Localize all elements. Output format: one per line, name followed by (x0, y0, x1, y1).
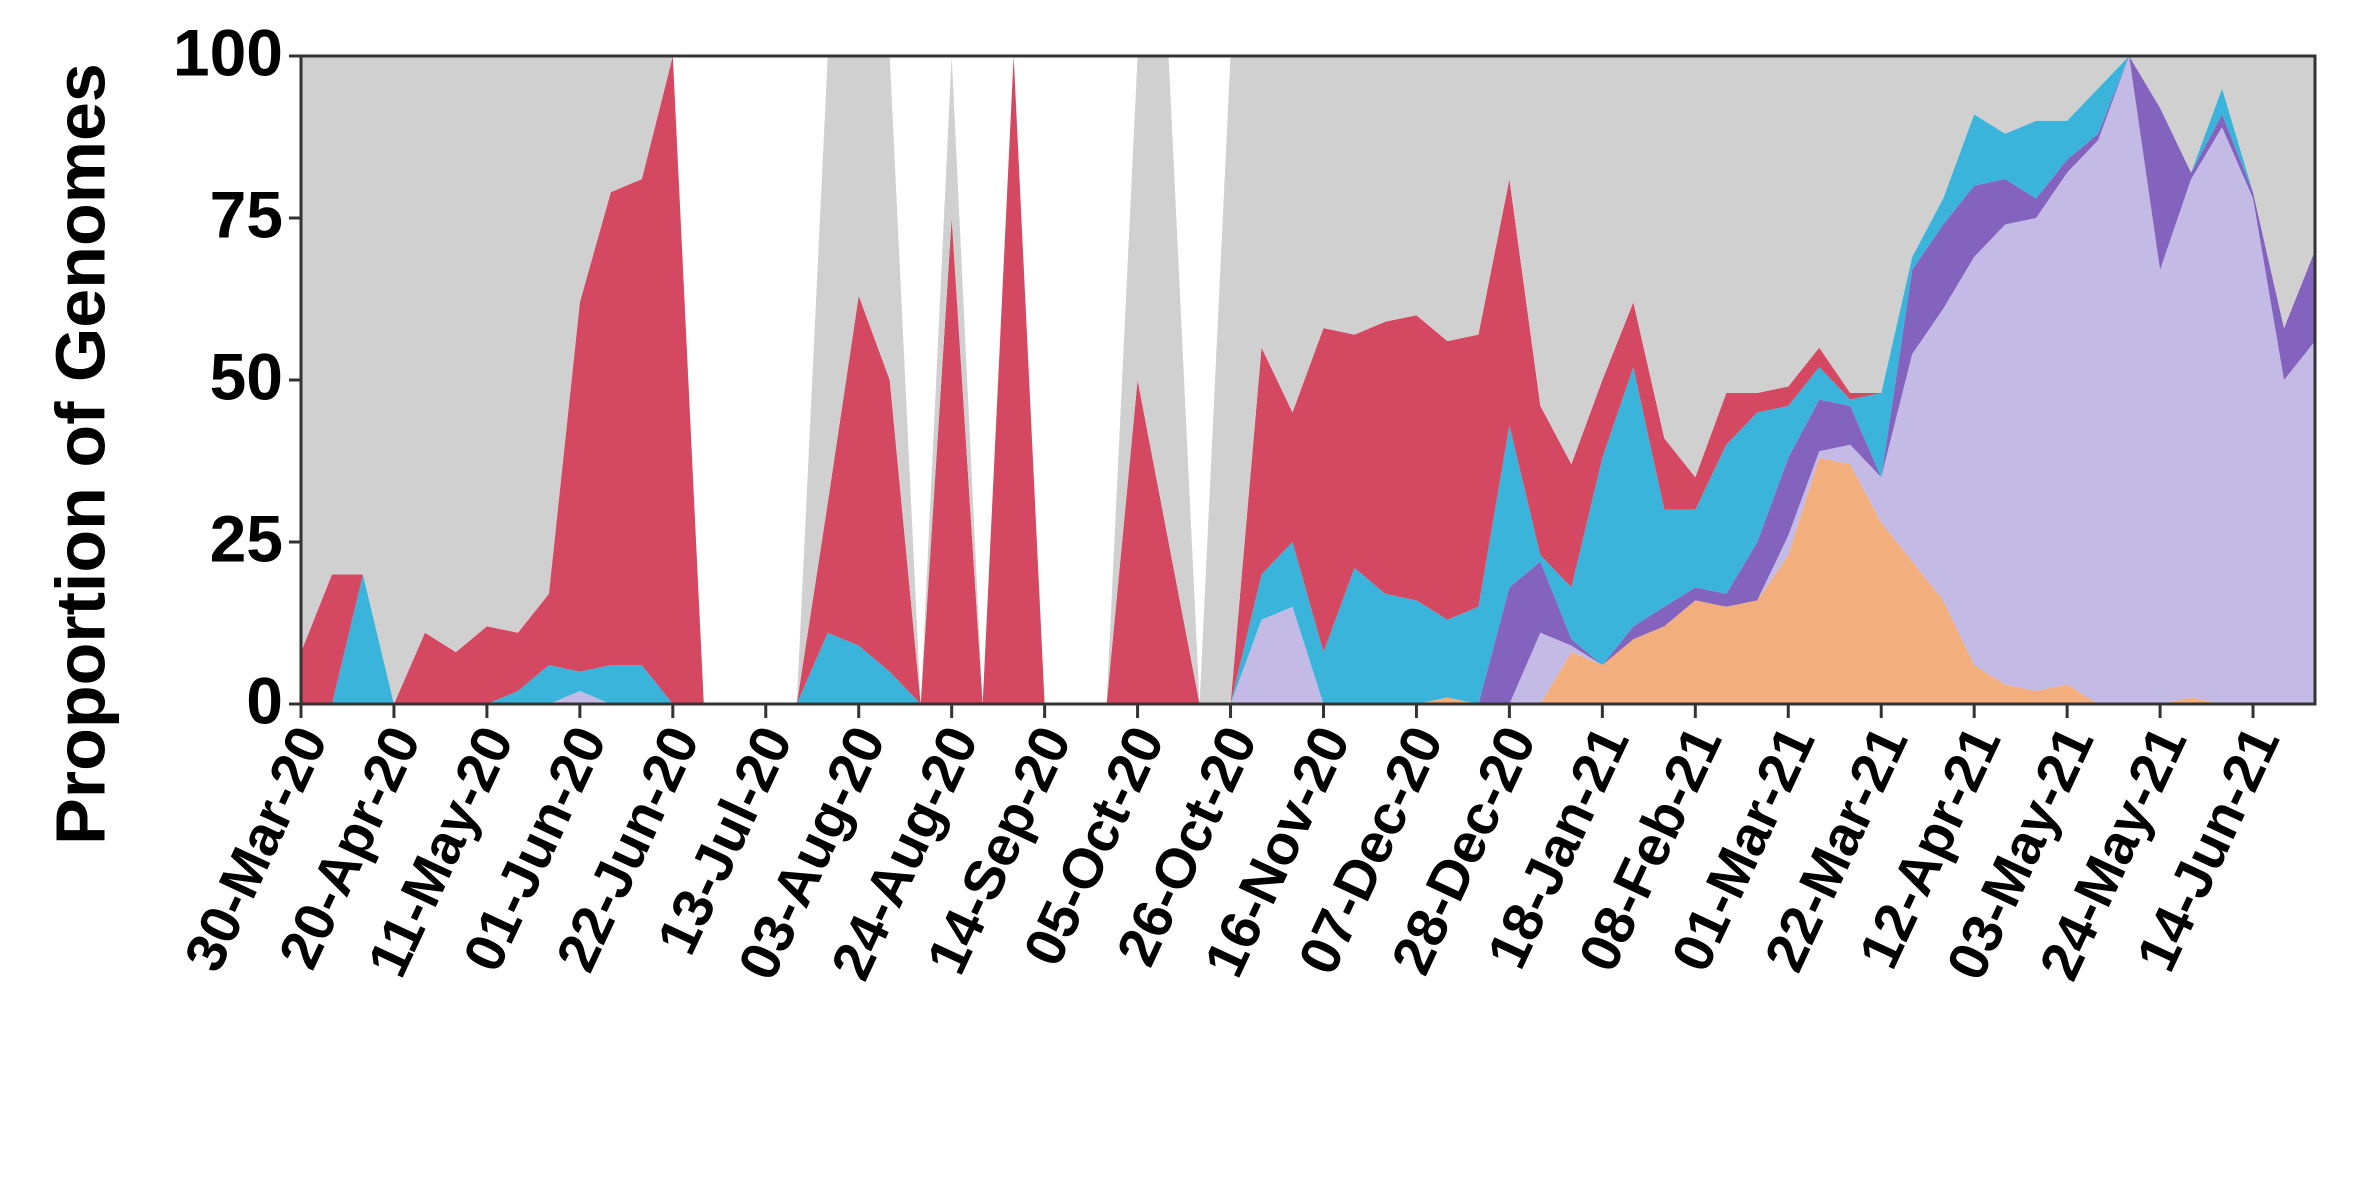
y-tick-label: 25 (210, 501, 283, 575)
area (301, 56, 2315, 704)
y-tick-label: 75 (210, 177, 283, 251)
y-tick-label: 0 (246, 663, 283, 737)
area (301, 457, 2315, 704)
area (301, 56, 2315, 704)
area (301, 56, 2315, 704)
y-tick-label: 100 (173, 15, 283, 89)
y-axis-label: Proportion of Genomes (41, 63, 119, 845)
y-tick-label: 50 (210, 339, 283, 413)
